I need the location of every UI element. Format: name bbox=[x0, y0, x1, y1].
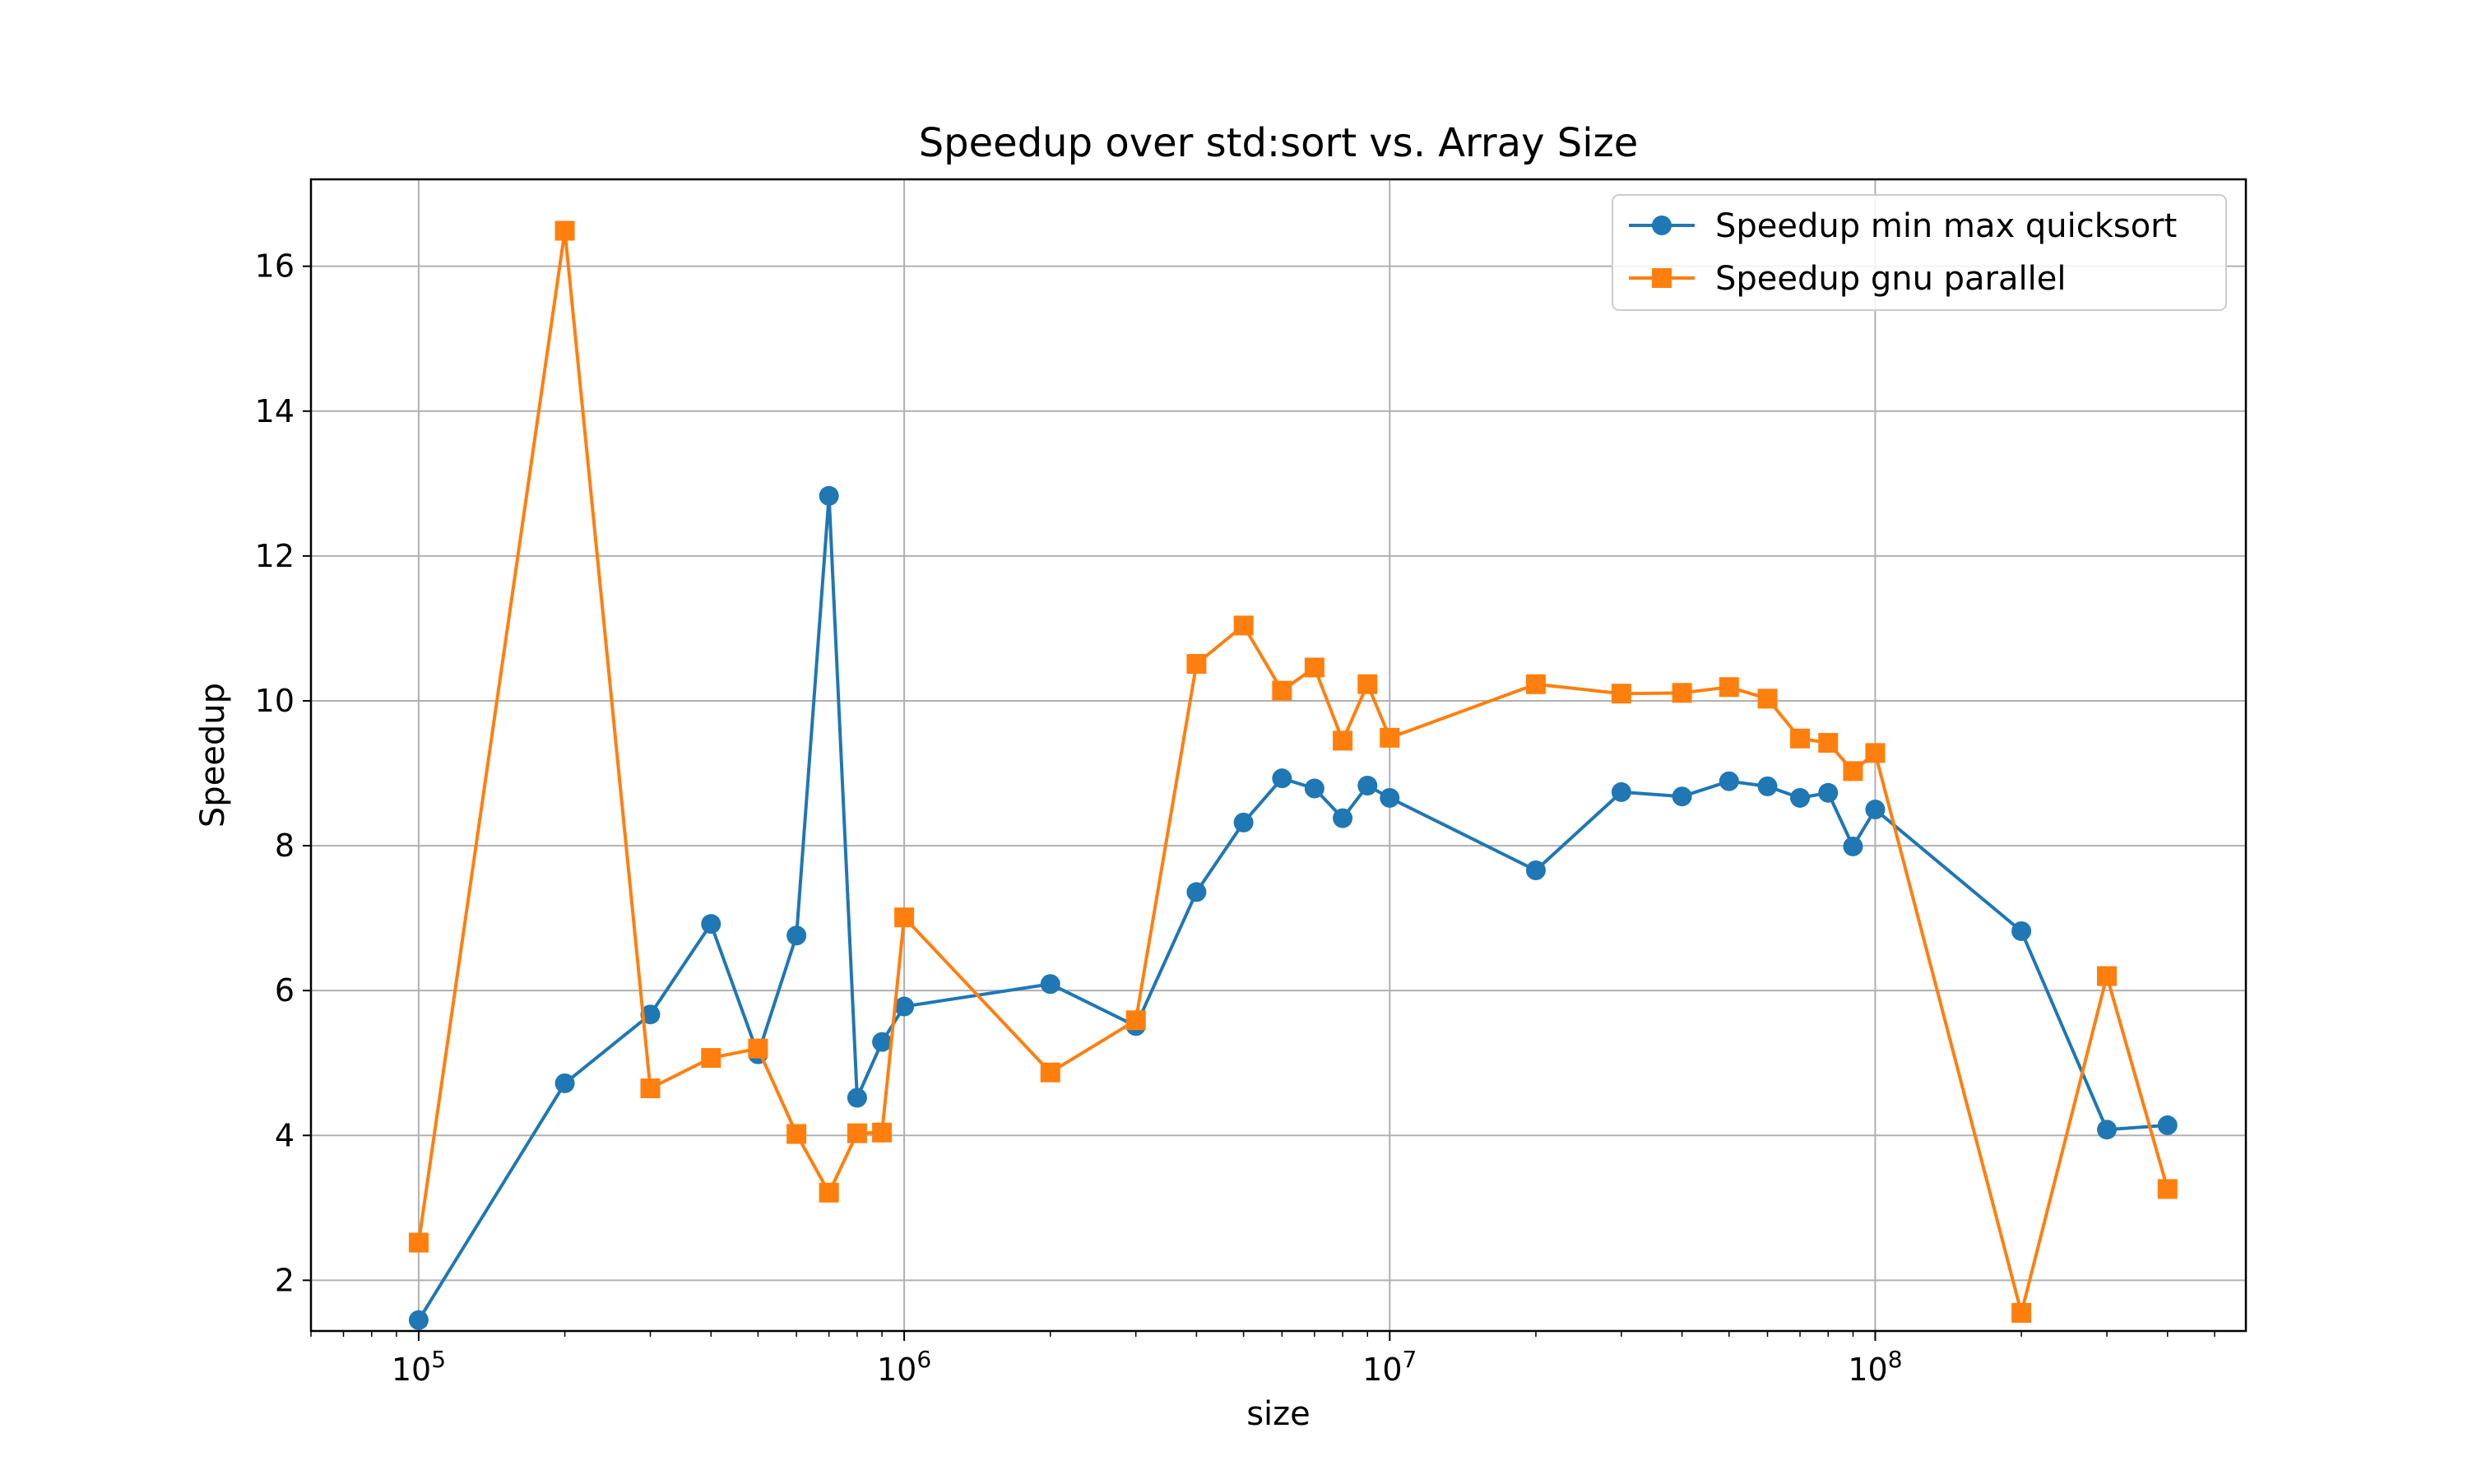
data-point bbox=[1611, 684, 1631, 704]
legend: Speedup min max quicksort Speedup gnu par… bbox=[1612, 194, 2227, 311]
data-point bbox=[1672, 786, 1692, 807]
data-point bbox=[640, 1004, 661, 1025]
data-point bbox=[2157, 1179, 2178, 1199]
y-tick-label: 6 bbox=[275, 972, 295, 1009]
data-point bbox=[554, 220, 575, 241]
data-point bbox=[1672, 683, 1692, 703]
y-tick-label: 14 bbox=[255, 393, 295, 429]
legend-box bbox=[1612, 194, 2227, 311]
data-point bbox=[1790, 728, 1811, 749]
data-point bbox=[640, 1078, 661, 1099]
data-point bbox=[2157, 1115, 2178, 1135]
x-axis-label: size bbox=[1246, 1395, 1311, 1433]
data-point bbox=[1380, 727, 1400, 748]
series-layer bbox=[408, 220, 2178, 1330]
data-point bbox=[701, 914, 721, 934]
axis-ticks: 2 4 6 8 10 12 14 16 105 106 107 108 bbox=[255, 248, 2215, 1388]
legend-marker bbox=[1652, 268, 1672, 288]
data-point bbox=[2011, 1302, 2032, 1323]
data-point bbox=[1719, 677, 1739, 698]
data-point bbox=[1865, 743, 1886, 763]
grid-lines bbox=[311, 179, 2246, 1331]
data-point bbox=[819, 485, 839, 506]
data-point bbox=[894, 907, 915, 928]
data-point bbox=[1357, 674, 1378, 694]
y-tick-label: 12 bbox=[255, 538, 295, 574]
y-tick-label: 8 bbox=[275, 828, 295, 864]
y-tick-label: 16 bbox=[255, 248, 295, 285]
x-tick-label: 106 bbox=[877, 1346, 931, 1388]
data-point bbox=[1040, 974, 1060, 995]
y-tick-label: 4 bbox=[275, 1117, 295, 1153]
y-tick-label: 10 bbox=[255, 683, 295, 719]
data-point bbox=[1186, 882, 1207, 902]
data-point bbox=[1843, 761, 1863, 781]
data-point bbox=[1818, 733, 1839, 754]
y-tick-label: 2 bbox=[275, 1262, 295, 1298]
data-point bbox=[1333, 730, 1353, 751]
data-point bbox=[2097, 1120, 2118, 1140]
data-point bbox=[1357, 775, 1378, 795]
data-point bbox=[554, 1073, 575, 1093]
data-point bbox=[1272, 768, 1292, 789]
data-point bbox=[1333, 808, 1353, 828]
data-point bbox=[1233, 615, 1254, 636]
data-point bbox=[1818, 782, 1839, 803]
data-point bbox=[872, 1122, 893, 1143]
data-point bbox=[1611, 781, 1631, 802]
x-tick-label: 108 bbox=[1848, 1346, 1902, 1388]
data-point bbox=[1304, 778, 1324, 799]
y-axis-label: Speedup bbox=[194, 683, 232, 828]
data-point bbox=[2011, 921, 2032, 941]
data-point bbox=[1304, 657, 1324, 678]
data-point bbox=[1233, 812, 1254, 832]
data-point bbox=[748, 1038, 768, 1059]
data-point bbox=[894, 996, 915, 1017]
data-point bbox=[1040, 1062, 1060, 1083]
legend-label: Speedup min max quicksort bbox=[1715, 207, 2177, 245]
x-tick-label: 105 bbox=[392, 1346, 446, 1388]
legend-marker bbox=[1652, 216, 1672, 235]
data-point bbox=[1186, 654, 1207, 675]
data-point bbox=[1719, 771, 1739, 791]
data-point bbox=[408, 1232, 429, 1253]
data-point bbox=[1525, 674, 1546, 694]
data-point bbox=[847, 1123, 867, 1143]
data-point bbox=[786, 925, 807, 946]
data-point bbox=[872, 1032, 893, 1052]
data-point bbox=[408, 1310, 429, 1330]
data-point bbox=[701, 1048, 721, 1069]
plot-area-frame bbox=[309, 178, 2248, 1333]
data-point bbox=[1790, 787, 1811, 808]
x-tick-label: 107 bbox=[1362, 1346, 1417, 1388]
data-point bbox=[1125, 1010, 1146, 1031]
data-point bbox=[819, 1182, 839, 1203]
data-point bbox=[1757, 776, 1778, 796]
data-point bbox=[1757, 689, 1778, 709]
data-point bbox=[1272, 680, 1292, 701]
chart-title: Speedup over std:sort vs. Array Size bbox=[919, 120, 1639, 166]
data-point bbox=[1525, 860, 1546, 880]
data-point bbox=[1865, 800, 1886, 820]
data-point bbox=[786, 1124, 807, 1144]
data-point bbox=[847, 1087, 867, 1108]
data-point bbox=[2097, 966, 2118, 986]
data-point bbox=[1843, 836, 1863, 856]
legend-label: Speedup gnu parallel bbox=[1715, 260, 2066, 298]
data-point bbox=[1380, 787, 1400, 808]
